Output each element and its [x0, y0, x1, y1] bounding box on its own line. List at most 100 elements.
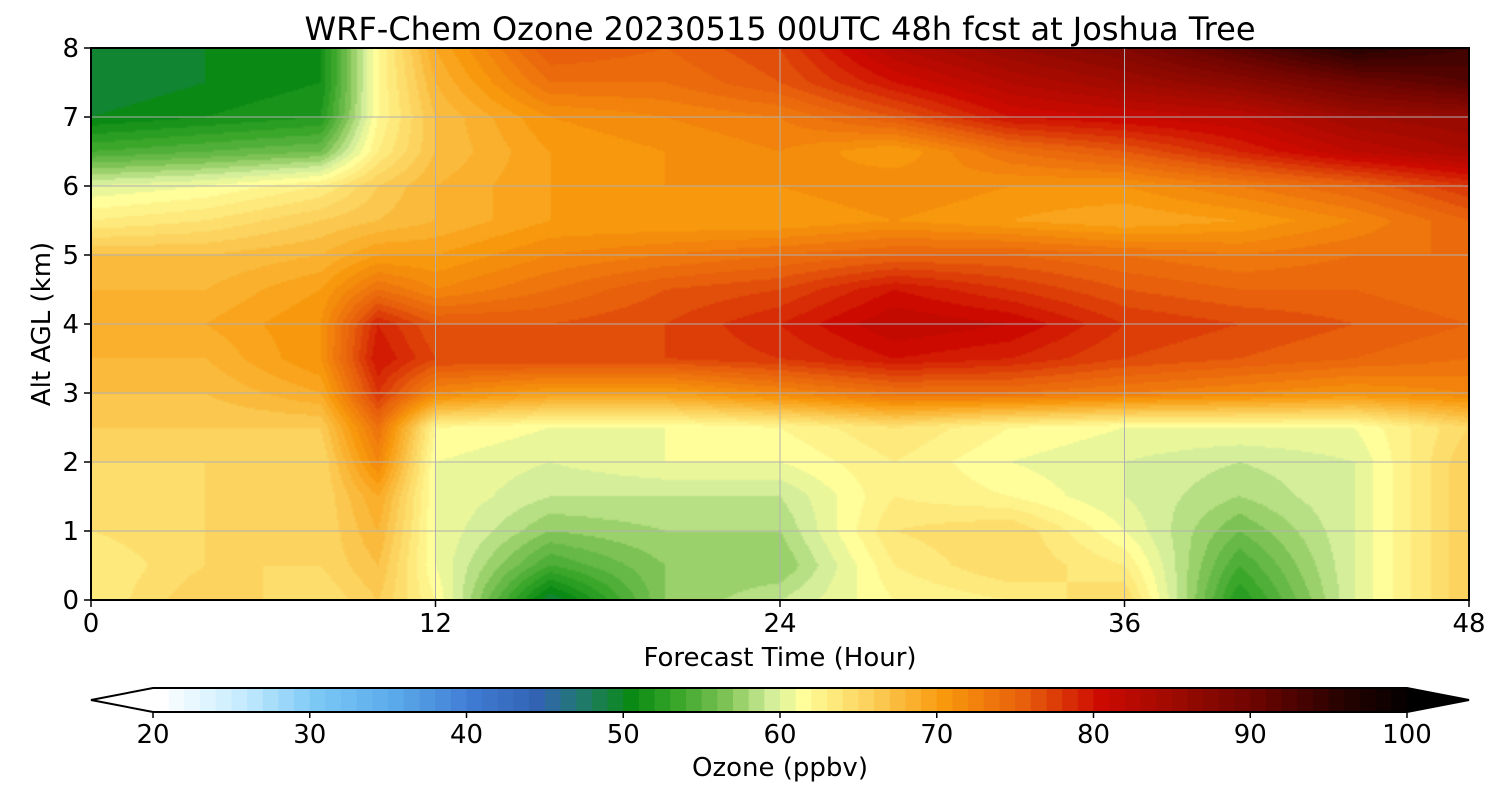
- colorbar-bin: [858, 688, 875, 712]
- x-tick-label: 12: [419, 609, 452, 639]
- colorbar-bin: [184, 688, 201, 712]
- colorbar-bin: [591, 688, 609, 712]
- colorbar-bin: [419, 688, 436, 712]
- colorbar-tick-label: 20: [136, 720, 169, 750]
- colorbar-tick-label: 100: [1382, 720, 1432, 750]
- colorbar-bin: [576, 688, 593, 712]
- colorbar-bin: [1359, 688, 1377, 712]
- colorbar-bin: [795, 688, 812, 712]
- x-tick-label: 0: [83, 609, 100, 639]
- colorbar-bin: [560, 688, 577, 712]
- y-tick-label: 7: [62, 103, 79, 133]
- colorbar-bin: [1328, 688, 1345, 712]
- colorbar-bin: [544, 688, 562, 712]
- y-tick-label: 1: [62, 517, 79, 547]
- colorbar-bin: [889, 688, 906, 712]
- colorbar-bin: [905, 688, 922, 712]
- colorbar-bin: [1109, 688, 1126, 712]
- x-axis: 0 12 24 36 48: [83, 600, 1486, 639]
- grid-lines: [91, 48, 1469, 600]
- colorbar-bin: [247, 688, 264, 712]
- colorbar-bin: [921, 688, 938, 712]
- colorbar-tick-label: 80: [1077, 720, 1110, 750]
- colorbar-bin: [309, 688, 327, 712]
- colorbar-bin: [294, 688, 311, 712]
- colorbar-bin: [200, 688, 217, 712]
- colorbar-bin: [654, 688, 671, 712]
- y-tick-label: 6: [62, 172, 79, 202]
- y-tick-label: 0: [62, 586, 79, 616]
- colorbar-bin: [215, 688, 232, 712]
- colorbar-bin: [983, 688, 1001, 712]
- colorbar-bin: [466, 688, 483, 712]
- colorbar-bin: [372, 688, 389, 712]
- colorbar-bin: [780, 688, 797, 712]
- colorbar-bin: [1046, 688, 1063, 712]
- colorbar-bin: [278, 688, 295, 712]
- colorbar-ticks: 20 30 40 50 60 70 80 90 100: [136, 712, 1432, 750]
- colorbar-bin: [685, 688, 703, 712]
- colorbar-bin: [1015, 688, 1032, 712]
- colorbar-bin: [623, 688, 640, 712]
- y-axis-label: Alt AGL (km): [27, 242, 57, 406]
- colorbar-bin: [168, 688, 185, 712]
- colorbar-bin: [231, 688, 248, 712]
- colorbar-bin: [325, 688, 342, 712]
- colorbar-bin: [1281, 688, 1298, 712]
- colorbar-bin: [607, 688, 624, 712]
- colorbar-bin: [341, 688, 358, 712]
- x-tick-label: 24: [763, 609, 796, 639]
- colorbar-bin: [701, 688, 718, 712]
- colorbar-bin: [1218, 688, 1236, 712]
- y-tick-label: 5: [62, 241, 79, 271]
- colorbar-bin: [1234, 688, 1251, 712]
- colorbar-bin: [153, 688, 170, 712]
- colorbar-bin: [1124, 688, 1142, 712]
- chart-title: WRF-Chem Ozone 20230515 00UTC 48h fcst a…: [304, 10, 1255, 48]
- y-tick-label: 8: [62, 34, 79, 64]
- colorbar-bin: [670, 688, 687, 712]
- colorbar-tick-label: 60: [763, 720, 796, 750]
- colorbar-bin: [1156, 688, 1173, 712]
- colorbar-bin: [1093, 688, 1110, 712]
- colorbar-bin: [513, 688, 530, 712]
- colorbar-bin: [1077, 688, 1095, 712]
- colorbar-bin: [764, 688, 781, 712]
- y-tick-label: 2: [62, 448, 79, 478]
- colorbar-bin: [435, 688, 452, 712]
- colorbar-bin: [732, 688, 750, 712]
- colorbar-bin: [1187, 688, 1204, 712]
- colorbar-bin: [1030, 688, 1048, 712]
- colorbar-bin: [1062, 688, 1079, 712]
- colorbar-bin: [1297, 688, 1314, 712]
- colorbar-bin: [811, 688, 828, 712]
- colorbar-over-extension: [1407, 688, 1469, 712]
- colorbar-bin: [748, 688, 765, 712]
- colorbar-tick-label: 90: [1234, 720, 1267, 750]
- colorbar-under-extension: [91, 688, 153, 712]
- colorbar-bin: [1391, 688, 1408, 712]
- colorbar-bin: [952, 688, 969, 712]
- colorbar-bin: [1312, 688, 1330, 712]
- colorbar-bin: [403, 688, 421, 712]
- x-axis-label: Forecast Time (Hour): [643, 643, 916, 673]
- x-tick-label: 48: [1452, 609, 1485, 639]
- colorbar-bin: [999, 688, 1016, 712]
- colorbar-bin: [717, 688, 734, 712]
- colorbar: 20 30 40 50 60 70 80 90 100 Ozone (ppbv): [90, 687, 1470, 783]
- colorbar-bin: [1140, 688, 1157, 712]
- colorbar-bin: [529, 688, 546, 712]
- colorbar-tick-label: 30: [293, 720, 326, 750]
- y-axis: 0 1 2 3 4 5 6 7 8: [62, 34, 91, 616]
- x-tick-label: 36: [1108, 609, 1141, 639]
- colorbar-bin: [497, 688, 515, 712]
- colorbar-bin: [842, 688, 859, 712]
- colorbar-tick-label: 70: [920, 720, 953, 750]
- y-tick-label: 3: [62, 379, 79, 409]
- colorbar-bin: [874, 688, 891, 712]
- colorbar-bins: [153, 688, 1408, 712]
- colorbar-bin: [1171, 688, 1189, 712]
- colorbar-tick-label: 50: [607, 720, 640, 750]
- colorbar-bin: [1265, 688, 1283, 712]
